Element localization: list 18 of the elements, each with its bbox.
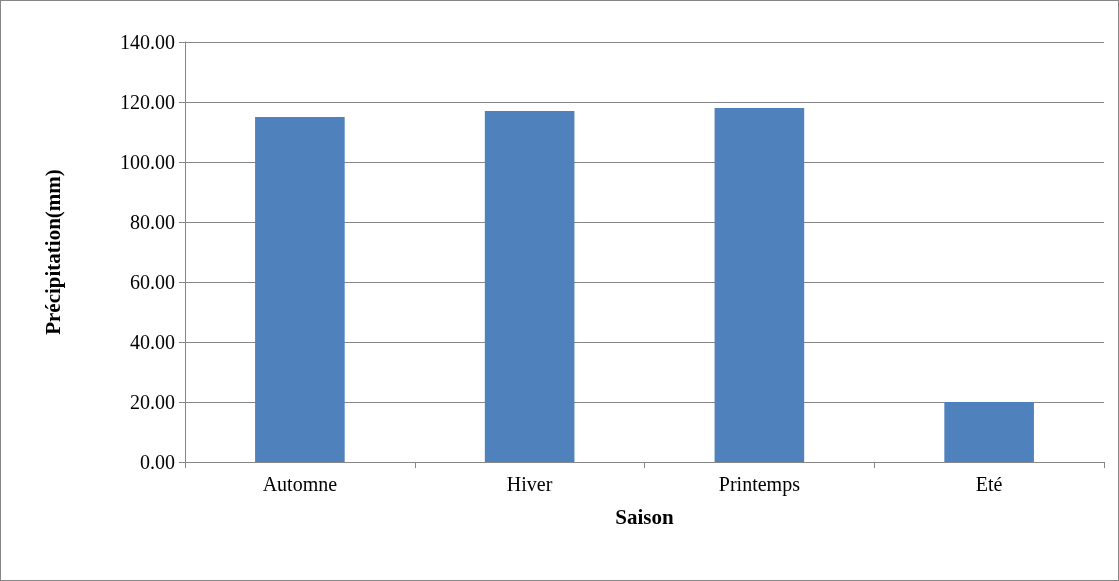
y-tick-label: 140.00 [120,31,175,53]
bar [484,111,575,462]
x-tick-label: Automne [262,473,338,495]
y-tick-label: 100.00 [120,151,175,173]
x-tick-label: Printemps [718,473,801,496]
y-tick-label: 60.00 [130,271,175,293]
x-tick-label: Hiver [506,473,553,495]
y-tick-label: 40.00 [130,331,175,353]
x-axis-title: Saison [615,504,674,529]
bar [255,117,345,462]
y-tick-label: 80.00 [130,211,175,233]
bar [944,402,1034,462]
x-tick-label: Eté [975,473,1003,495]
y-tick-label: 20.00 [130,391,175,413]
y-tick-label: 0.00 [140,451,175,473]
y-tick-label: 120.00 [120,91,175,113]
bar [714,108,805,462]
y-axis-title: Précipitation(mm) [40,169,65,335]
